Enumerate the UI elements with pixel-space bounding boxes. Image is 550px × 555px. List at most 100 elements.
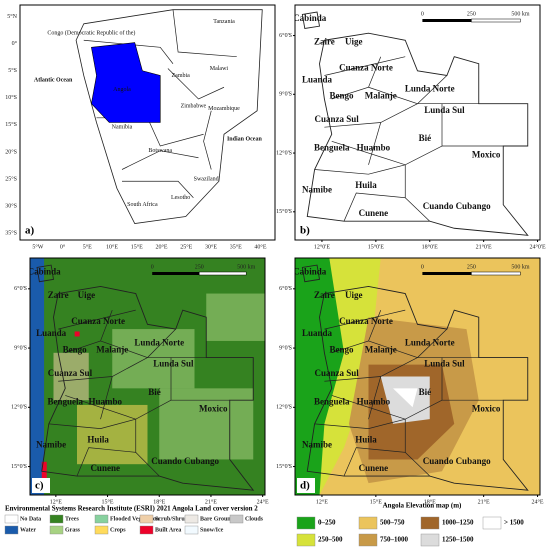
border — [324, 309, 406, 330]
province-label: Cabinda — [293, 266, 327, 276]
province-label: Zaire — [48, 290, 69, 300]
legend-title: Environmental Systems Research Institute… — [5, 505, 258, 513]
legend-swatch — [139, 525, 154, 535]
province-label: Uige — [345, 37, 363, 47]
legend-label: Built Area — [155, 527, 181, 533]
cabinda-outline — [36, 264, 55, 283]
lon-tick-label: 15°E — [131, 243, 143, 250]
border — [343, 164, 406, 222]
place-label: Zambia — [171, 73, 190, 79]
lon-tick-label: 24°E — [257, 498, 269, 505]
panel-body: Cabinda Zaire Uige Luanda Cuanza Norte Bengo M… — [28, 258, 265, 495]
border — [48, 418, 136, 429]
province-label: Cuando Cubango — [423, 201, 491, 211]
lat-tick-label: 0° — [12, 40, 18, 47]
label-bg — [297, 223, 315, 238]
border — [203, 110, 212, 170]
scale-bar-black — [422, 272, 472, 275]
scale-bar-label: 500 km — [237, 264, 256, 270]
legend-swatch — [49, 514, 64, 524]
legend-label: 500–750 — [380, 519, 405, 527]
legend-swatch — [49, 525, 64, 535]
lat-tick-label: 6°0'S — [279, 285, 292, 292]
border — [172, 9, 237, 58]
border — [405, 197, 430, 222]
place-label: Zimbabwe — [181, 103, 207, 109]
scale-bar-black — [422, 19, 472, 22]
province-label: Cunene — [359, 208, 389, 218]
province-label: Cabinda — [28, 266, 62, 276]
lon-tick-label: 5°E — [83, 243, 92, 250]
lon-tick-label: 20°E — [155, 243, 167, 250]
legend-label: Snow/Ice — [200, 527, 224, 533]
lat-tick-label: 5°S — [8, 67, 17, 74]
province-label: Benguela — [314, 142, 350, 152]
legend-swatch — [482, 516, 502, 530]
legend-swatch — [296, 516, 316, 530]
legend-swatch — [420, 533, 440, 547]
province-label: Luanda — [302, 328, 333, 338]
place-label: Atlantic Ocean — [34, 78, 73, 84]
landcover-patch — [159, 388, 254, 460]
legend-label: 0–250 — [318, 519, 336, 527]
legend-label: Clouds — [245, 516, 264, 522]
cabinda-outline — [301, 264, 321, 283]
lat-tick-label: 15°S — [5, 121, 17, 128]
lat-tick-label: 12°0'S — [276, 404, 292, 411]
scale-bar-label: 500 km — [511, 264, 530, 270]
legend-label: Scrub/Shrub — [155, 516, 189, 522]
province-label: Huambo — [88, 397, 122, 407]
lon-tick-label: 21°E — [205, 498, 217, 505]
scale-bar-label: 250 — [467, 264, 476, 270]
lon-tick-label: 12°0'E — [314, 243, 330, 250]
province-label: Namibe — [302, 185, 332, 195]
border — [314, 418, 406, 429]
place-label: Congo (Democratic Republic of the) — [47, 30, 135, 37]
legend-label: Water — [20, 527, 36, 533]
province-label: Bengo — [63, 344, 88, 354]
panel-body: Cabinda Zaire Uige Luanda Cuanza Norte Bengo M… — [293, 258, 540, 495]
province-label: Namibe — [36, 439, 66, 449]
panel-label: b) — [300, 225, 310, 237]
legend-label: Bare Ground — [200, 516, 235, 522]
province-label: Benguela — [314, 397, 350, 407]
border — [343, 419, 406, 477]
place-label: Swaziland — [194, 176, 219, 182]
lon-tick-label: 40°E — [254, 243, 266, 250]
elev-zone — [393, 388, 418, 408]
lat-tick-label: 6°0'S — [14, 285, 27, 292]
province-label: Luanda — [36, 328, 67, 338]
province-label: Cunene — [359, 463, 389, 473]
border — [135, 452, 160, 477]
angola-outline — [306, 32, 529, 236]
scale-bar-label: 0 — [151, 264, 154, 270]
legend-label: No Data — [20, 516, 41, 522]
lon-tick-label: 0° — [60, 243, 66, 250]
province-label: Malanje — [96, 344, 128, 354]
province-label: Cuanza Sul — [315, 114, 360, 124]
legend-label: > 1500 — [504, 519, 524, 527]
province-label: Bié — [419, 133, 432, 143]
legend-swatch — [139, 514, 154, 524]
elevation-legend: Angola Elevation map (m) 0–250 250–500 500–… — [296, 502, 524, 547]
place-label: Malawi — [210, 66, 229, 72]
scale-bar-label: 250 — [467, 11, 476, 17]
place-label: Namibia — [112, 125, 133, 131]
province-label: Cabinda — [293, 13, 327, 23]
label-bg — [297, 478, 315, 493]
place-label: Botswana — [148, 148, 172, 154]
province-label: Huambo — [357, 397, 391, 407]
frame — [294, 257, 541, 496]
lon-tick-label: 30°E — [205, 243, 217, 250]
lat-tick-label: 12°0'S — [276, 149, 292, 156]
lon-tick-label: 24°E — [532, 498, 544, 505]
province-label: Moxico — [472, 149, 501, 159]
border — [121, 150, 199, 170]
sea — [30, 258, 45, 495]
province-label: Uige — [345, 290, 363, 300]
lat-tick-label: 25°S — [5, 175, 17, 182]
lat-tick-label: 15°0'S — [276, 463, 292, 470]
landcover-patch — [112, 329, 195, 389]
legend-label: Flooded Vegetation — [110, 516, 160, 522]
lat-tick-label: 9°0'S — [279, 344, 292, 351]
